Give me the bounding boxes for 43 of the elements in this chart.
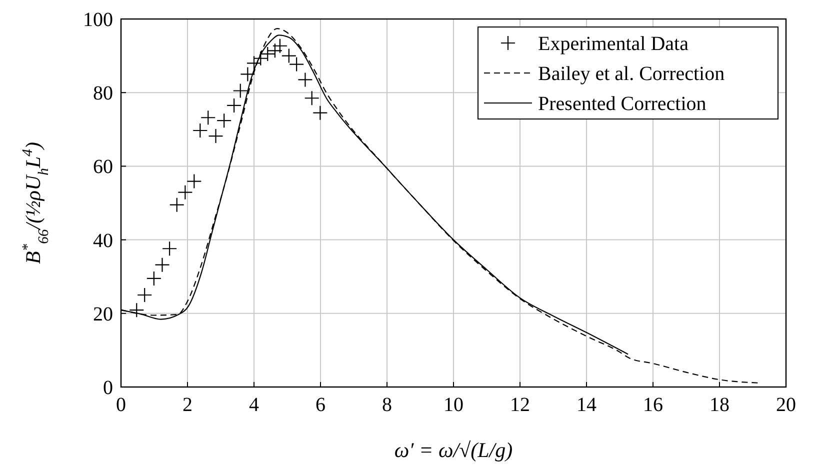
y-tick-label: 100 [83,9,113,31]
point [232,83,248,98]
x-tick-label: 20 [776,394,796,416]
point [129,302,144,318]
x-axis-title: ω′ = ω/√(L/g) [394,438,513,462]
x-tick-label: 4 [249,394,259,416]
x-tick-label: 6 [316,394,326,416]
y-tick-label: 60 [93,156,113,178]
point [208,128,224,144]
legend-label: Bailey et al. Correction [538,63,725,85]
y-tick-label: 40 [93,230,113,252]
point [178,184,193,200]
x-tick-label: 8 [382,394,392,416]
point [260,46,276,62]
point [154,257,170,272]
point [298,72,313,88]
x-tick-label: 18 [710,394,730,416]
point [246,56,262,71]
point [146,270,162,286]
x-tick-label: 2 [182,394,192,416]
point [186,174,202,189]
point [240,66,256,82]
point [162,241,178,256]
point [137,287,152,303]
x-tick-label: 10 [444,394,464,416]
point [226,98,242,114]
point [253,50,268,66]
point [304,90,320,106]
y-tick-label: 20 [93,303,113,326]
x-tick-label: 12 [510,394,530,416]
point [267,43,282,58]
x-tick-label: 16 [643,394,663,416]
point [312,105,328,120]
point [216,113,232,128]
y-tick-label: 0 [103,377,113,399]
y-tick-label: 80 [93,82,113,105]
legend-label: Presented Correction [538,93,706,115]
x-tick-label: 14 [576,394,596,416]
point [192,122,208,138]
point [169,197,184,212]
point [272,38,288,54]
legend-label: Experimental Data [538,33,689,55]
point [200,110,216,126]
